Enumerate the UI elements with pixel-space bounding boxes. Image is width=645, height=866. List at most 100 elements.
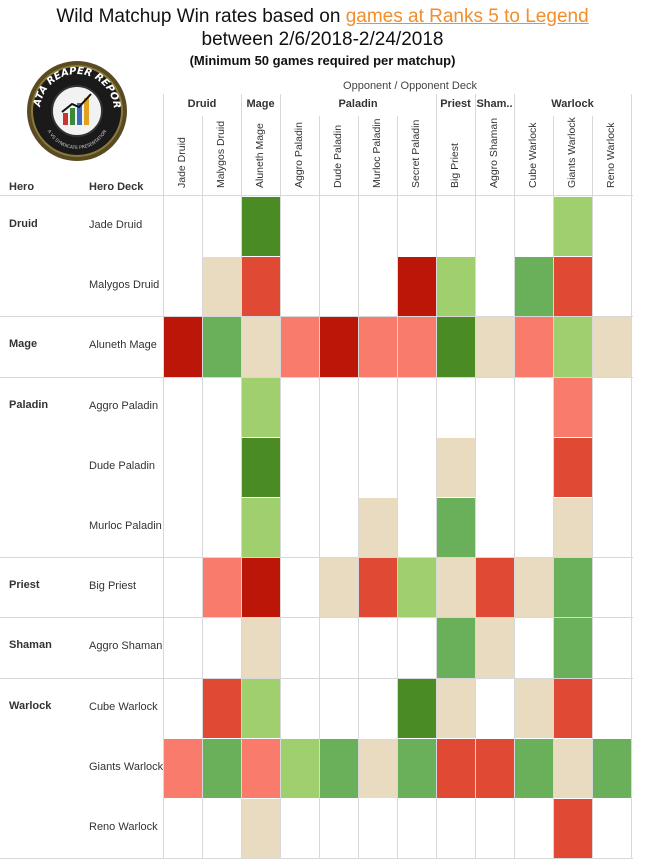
hero-group-label: Paladin (9, 398, 49, 411)
heatmap-cell (476, 738, 514, 798)
hero-axis-label: Hero (9, 181, 35, 193)
hero-deck-label: Cube Warlock (89, 700, 158, 713)
heatmap-cell (281, 738, 319, 798)
hero-group-label: Druid (9, 218, 38, 230)
heatmap-cell (320, 317, 358, 377)
heatmap-cell (554, 197, 592, 257)
heatmap-cell (593, 738, 631, 798)
column-divider (475, 116, 476, 859)
opponent-deck-label: Jade Druid (176, 137, 188, 188)
hero-group-divider (0, 557, 633, 559)
heatmap-cell (359, 498, 397, 558)
opponent-deck-label: Aggro Shaman (488, 117, 500, 188)
heatmap-cell (554, 317, 592, 377)
opponent-deck-label: Aluneth Mage (254, 123, 266, 188)
hero-deck-label: Murloc Paladin (89, 520, 162, 532)
column-divider (202, 116, 203, 859)
heatmap-cell (515, 257, 553, 317)
column-divider (514, 116, 515, 859)
column-divider (436, 116, 437, 859)
heatmap-cell (437, 738, 475, 798)
heatmap-cell (554, 377, 592, 437)
heatmap-cell (476, 317, 514, 377)
heatmap-cell (242, 437, 280, 497)
heatmap-cell (164, 317, 202, 377)
hero-deck-label: Aluneth Mage (89, 339, 157, 352)
hero-group-label: Shaman (9, 639, 52, 652)
opponent-deck-label: Dude Paladin (332, 124, 344, 188)
opponent-deck-label: Reno Warlock (605, 122, 617, 188)
heatmap-cell (359, 738, 397, 798)
header-divider (0, 195, 633, 196)
hero-group-label: Mage (9, 338, 38, 351)
heatmap-cell (554, 558, 592, 618)
column-divider (553, 116, 554, 859)
hero-group-divider (0, 376, 633, 378)
heatmap-cell (242, 498, 280, 558)
column-divider (592, 116, 593, 859)
opponent-deck-label: Giants Warlock (566, 117, 578, 188)
heatmap-cell (476, 618, 514, 678)
hero-group-divider (0, 316, 633, 318)
heatmap-cell (554, 678, 592, 738)
hero-deck-label: Aggro Shaman (89, 640, 163, 653)
hero-deck-label: Big Priest (89, 580, 137, 593)
opponent-deck-label: Cube Warlock (527, 122, 539, 188)
heatmap-cell (203, 738, 241, 798)
heatmap-cell (242, 197, 280, 257)
heatmap-cell (515, 738, 553, 798)
heatmap-cell (515, 678, 553, 738)
heatmap-cell (281, 317, 319, 377)
heatmap-cell (515, 317, 553, 377)
opponent-axis-caption: Opponent / Opponent Deck (343, 80, 477, 92)
opponent-deck-label: Malygos Druid (215, 120, 227, 188)
heatmap-cell (242, 317, 280, 377)
heatmap-cell (554, 799, 592, 859)
chart-subtitle: between 2/6/2018-2/24/2018 (201, 29, 444, 50)
title-link[interactable]: games at Ranks 5 to Legend (345, 6, 589, 27)
opponent-deck-label: Secret Paladin (410, 119, 422, 188)
grid-bottom-border (0, 858, 633, 860)
heatmap-cell (242, 618, 280, 678)
heatmap-cell (554, 437, 592, 497)
heatmap-cell (242, 738, 280, 798)
heatmap-cell (437, 437, 475, 497)
heatmap-cell (320, 558, 358, 618)
heatmap-cell (437, 317, 475, 377)
hero-deck-label: Jade Druid (89, 219, 143, 231)
heatmap-cell (242, 678, 280, 738)
heatmap-cell (320, 738, 358, 798)
heatmap-cell (203, 317, 241, 377)
heatmap-cell (437, 257, 475, 317)
hero-deck-label: Dude Paladin (89, 459, 156, 472)
heatmap-cell (242, 257, 280, 317)
hero-group-label: Priest (9, 579, 40, 592)
heatmap-cell (359, 317, 397, 377)
opponent-group-label: Paladin (338, 98, 378, 110)
opponent-deck-label: Aggro Paladin (293, 122, 305, 188)
column-divider (397, 116, 398, 859)
heatmap-cell (476, 558, 514, 618)
hero-deck-axis-label: Hero Deck (89, 181, 144, 193)
heatmap-cell (398, 738, 436, 798)
group-divider (631, 94, 632, 859)
heatmap-cell (242, 558, 280, 618)
heatmap-cell (554, 498, 592, 558)
hero-deck-label: Reno Warlock (89, 821, 158, 833)
opponent-group-label: Sham.. (476, 98, 513, 110)
heatmap-cell (359, 558, 397, 618)
heatmap-cell (242, 799, 280, 859)
chart-note: (Minimum 50 games required per matchup) (189, 53, 456, 68)
heatmap-cell (593, 317, 631, 377)
heatmap-cell (203, 257, 241, 317)
data-reaper-logo: DATA REAPER REPORT A VS SYNDICATE PRESEN… (18, 56, 127, 161)
heatmap-cell (554, 738, 592, 798)
heatmap-cell (437, 618, 475, 678)
column-divider (319, 116, 320, 859)
hero-deck-label: Aggro Paladin (89, 399, 159, 412)
heatmap-cell (515, 558, 553, 618)
opponent-group-label: Druid (187, 98, 217, 110)
heatmap-cell (203, 678, 241, 738)
group-divider (163, 94, 164, 859)
heatmap-cell (398, 317, 436, 377)
